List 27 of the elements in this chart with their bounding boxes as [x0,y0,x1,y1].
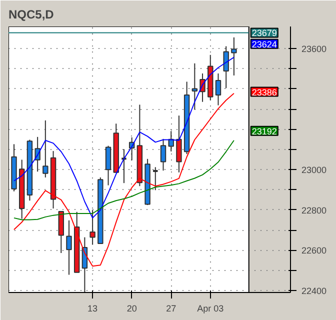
x-tick-label: 20 [126,304,137,314]
candlestick [90,210,96,246]
x-tick-label: Apr 03 [197,304,224,314]
y-tick-label: 22400 [302,286,327,296]
annotation: 23386 [252,87,277,98]
line-series [14,140,234,220]
candlestick [223,46,229,89]
candlestick [42,120,48,178]
candlestick [215,72,222,106]
candlestick [152,166,159,191]
annotation: 23624 [252,39,277,50]
candlestick [105,145,112,186]
chart-title: NQC5,D [8,8,54,22]
y-tick-label: 23600 [302,44,327,54]
x-tick-label: 27 [166,304,176,314]
candlestick [176,115,182,173]
candlestick [231,36,237,76]
y-tick-label: 22600 [302,246,327,256]
candlestick [160,138,166,172]
candlestick [192,62,198,110]
candlestick [58,210,64,254]
annotation: 23192 [252,126,277,136]
y-tick-label: 23000 [302,165,327,176]
candlestick [66,220,72,276]
ref-line-label: 23679 [252,28,277,38]
y-tick-label: 22800 [302,205,327,216]
x-tick-label: 13 [88,304,98,314]
